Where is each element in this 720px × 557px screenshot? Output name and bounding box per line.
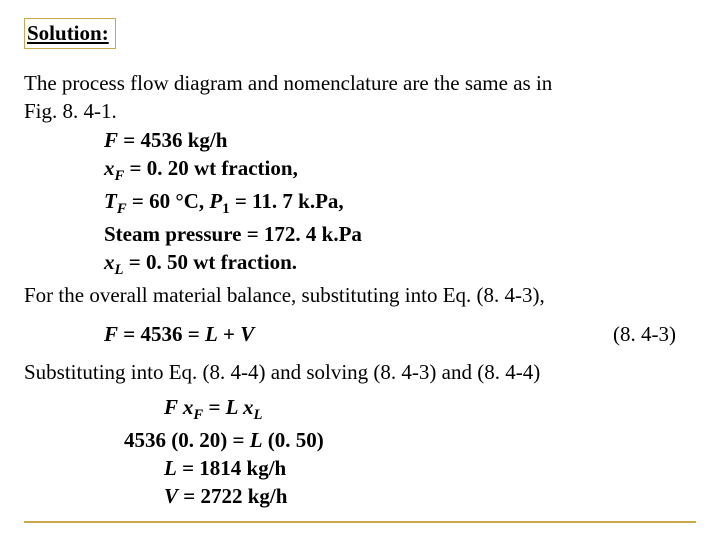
var-TF-sub: F [117,201,127,217]
given-steam: Steam pressure = 172. 4 k.Pa [104,220,696,248]
var-xL-x: x [104,250,115,274]
eq1-V: V [240,322,254,346]
result-V-value: = 2722 kg/h [178,484,287,508]
divider [24,521,696,523]
eq2-subL: L [253,407,262,423]
balance-line: For the overall material balance, substi… [24,281,696,309]
var-P1-sub: 1 [222,201,229,217]
result-V: V = 2722 kg/h [164,482,696,510]
eq3-L: L [250,428,263,452]
var-xF-sub: F [115,168,125,184]
body-block: The process flow diagram and nomenclatur… [24,69,696,511]
result-V-label: V [164,484,178,508]
eq3-left: 4536 (0. 20) = [124,428,250,452]
eq2-xL: x [238,395,254,419]
eq2-F: F [164,395,178,419]
eq1-plus: + [218,322,240,346]
eq1-rest: = 4536 = [118,322,205,346]
given-xL: xL = 0. 50 wt fraction. [104,248,696,281]
var-TF-T: T [104,189,117,213]
equation-1: F = 4536 = L + V (8. 4-3) [24,320,696,348]
equation-2: F xF = L xL [164,393,696,426]
eq2-L: L [226,395,238,419]
result-L-value: = 1814 kg/h [177,456,286,480]
given-F: F = 4536 kg/h [104,126,696,154]
var-F: F [104,128,118,152]
eq2-subF: F [193,407,203,423]
result-L-label: L [164,456,177,480]
var-P1-P: P [209,189,222,213]
equation-3: 4536 (0. 20) = L (0. 50) [124,426,696,454]
val-P1: = 11. 7 k.Pa, [230,189,344,213]
eq2-eq: = [203,395,225,419]
eq1-L: L [205,322,218,346]
eq1-F: F [104,322,118,346]
intro-line-1: The process flow diagram and nomenclatur… [24,69,696,97]
eq2-xF: x [178,395,194,419]
var-xF-x: x [104,156,115,180]
eq1-ref: (8. 4-3) [613,320,676,348]
eq1-left: F = 4536 = L + V [104,320,254,348]
val-TF: = 60 °C, [127,189,210,213]
result-L: L = 1814 kg/h [164,454,696,482]
subst-line: Substituting into Eq. (8. 4-4) and solvi… [24,358,696,386]
given-xF: xF = 0. 20 wt fraction, [104,154,696,187]
solution-page: Solution: The process flow diagram and n… [0,0,720,557]
eq3-right: (0. 50) [263,428,324,452]
given-TF-P1: TF = 60 °C, P1 = 11. 7 k.Pa, [104,187,696,220]
intro-line-2: Fig. 8. 4-1. [24,97,696,125]
heading-solution: Solution: [24,18,116,49]
val-xL: = 0. 50 wt fraction. [123,250,297,274]
val-xF: = 0. 20 wt fraction, [124,156,298,180]
val-F: = 4536 kg/h [118,128,227,152]
